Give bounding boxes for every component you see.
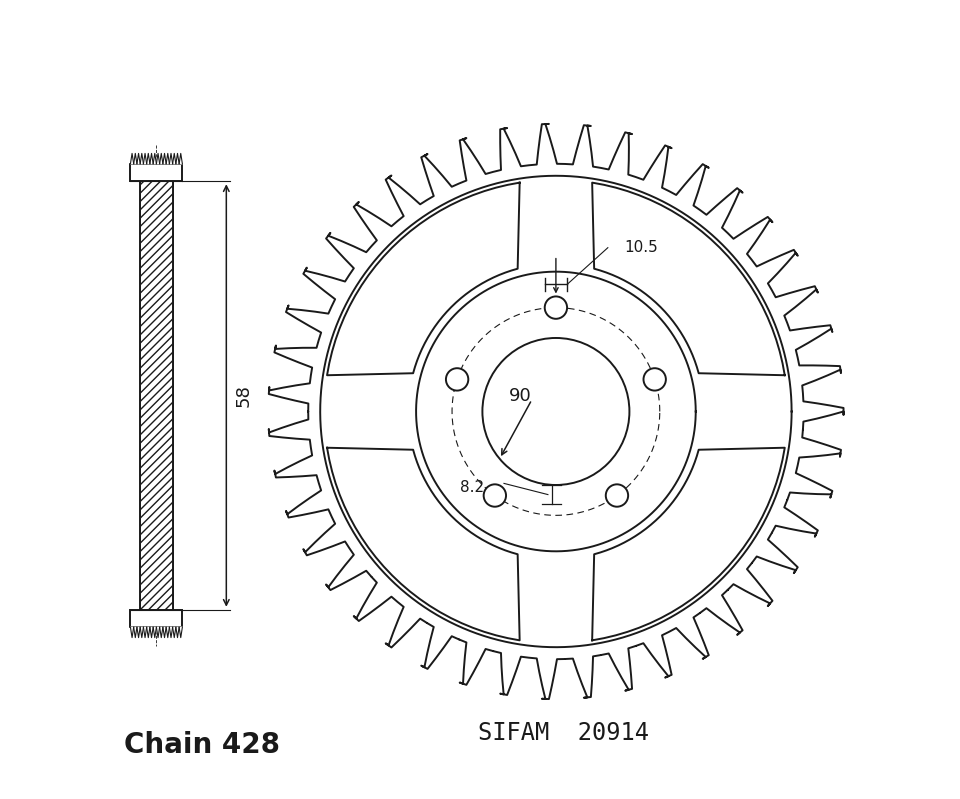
Bar: [139, 164, 173, 627]
Polygon shape: [140, 627, 143, 638]
Polygon shape: [180, 153, 182, 164]
Polygon shape: [159, 153, 163, 164]
Circle shape: [484, 484, 506, 507]
Polygon shape: [137, 627, 140, 638]
Circle shape: [643, 368, 666, 391]
Circle shape: [446, 368, 468, 391]
Polygon shape: [176, 153, 180, 164]
Text: 58: 58: [235, 384, 252, 407]
Polygon shape: [176, 627, 180, 638]
Text: 10.5: 10.5: [624, 240, 658, 255]
Polygon shape: [159, 627, 163, 638]
Bar: [131, 164, 182, 181]
Bar: [139, 164, 173, 627]
Polygon shape: [166, 627, 169, 638]
Polygon shape: [133, 627, 137, 638]
Text: 90: 90: [509, 387, 531, 404]
Polygon shape: [173, 627, 176, 638]
Polygon shape: [592, 183, 784, 376]
Polygon shape: [131, 627, 133, 638]
Polygon shape: [156, 627, 159, 638]
Polygon shape: [140, 153, 143, 164]
Polygon shape: [143, 153, 147, 164]
Polygon shape: [154, 627, 156, 638]
Text: 8.2: 8.2: [460, 480, 484, 495]
Polygon shape: [147, 627, 150, 638]
Polygon shape: [133, 153, 137, 164]
Polygon shape: [163, 153, 166, 164]
Polygon shape: [150, 627, 154, 638]
Polygon shape: [166, 153, 169, 164]
Polygon shape: [154, 153, 156, 164]
Polygon shape: [327, 447, 519, 640]
Polygon shape: [137, 153, 140, 164]
Bar: [131, 610, 182, 627]
Polygon shape: [131, 153, 133, 164]
Polygon shape: [143, 627, 147, 638]
Circle shape: [482, 338, 630, 485]
Circle shape: [544, 296, 567, 319]
Polygon shape: [592, 447, 784, 640]
Polygon shape: [156, 153, 159, 164]
Polygon shape: [150, 153, 154, 164]
Polygon shape: [169, 627, 173, 638]
Polygon shape: [327, 183, 519, 376]
Text: SIFAM  20914: SIFAM 20914: [478, 721, 649, 745]
Text: Chain 428: Chain 428: [125, 730, 280, 759]
Polygon shape: [180, 627, 182, 638]
Polygon shape: [147, 153, 150, 164]
Polygon shape: [173, 153, 176, 164]
Circle shape: [606, 484, 628, 507]
Polygon shape: [169, 153, 173, 164]
Polygon shape: [163, 627, 166, 638]
